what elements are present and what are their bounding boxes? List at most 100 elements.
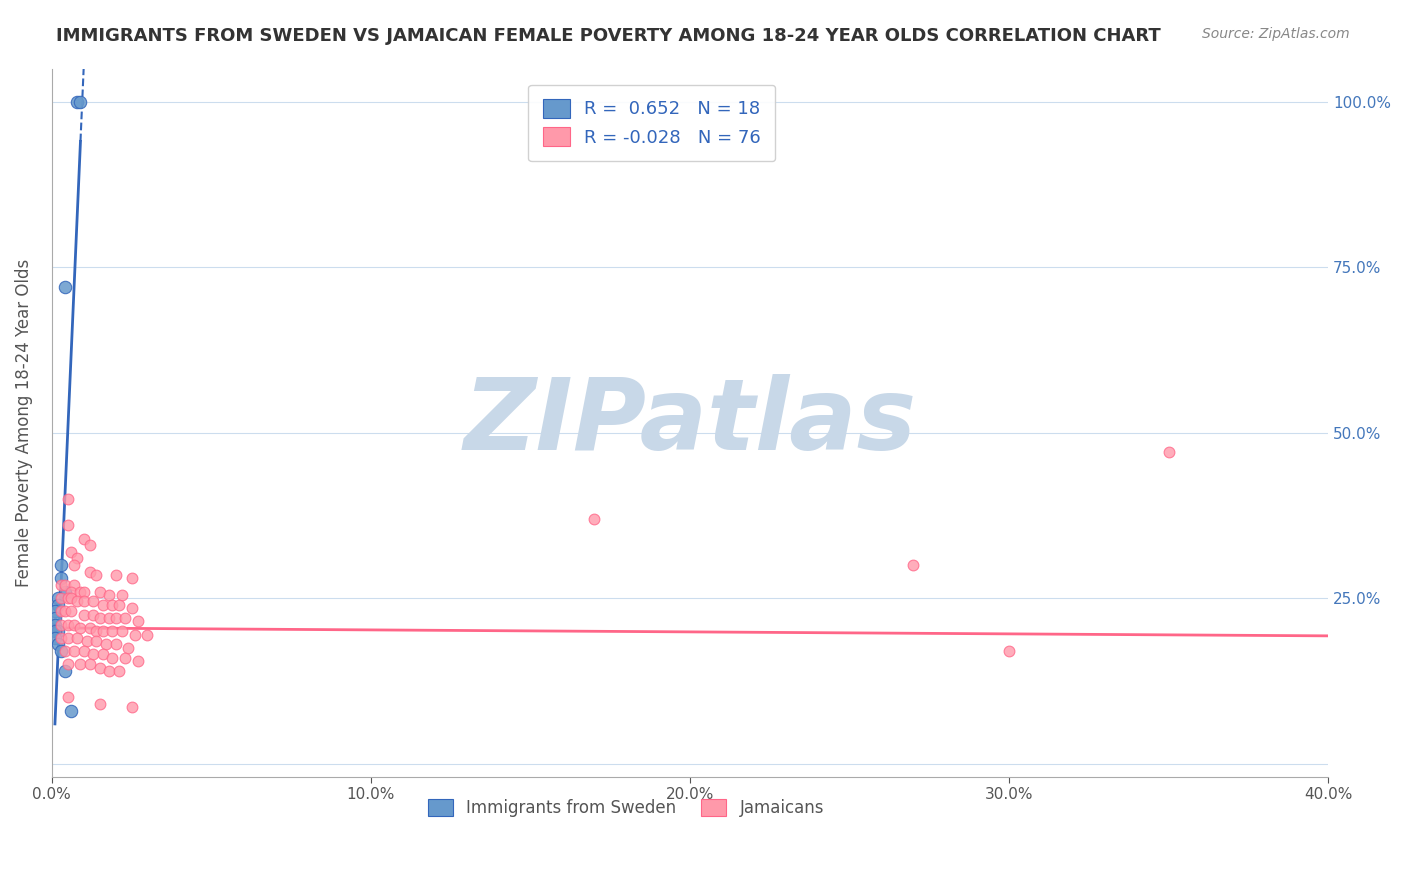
Point [69,95,91,109]
Point [56,518,79,533]
Point [53,584,76,599]
Point [51,578,73,592]
Point [59,604,82,618]
Point [91,624,114,639]
Point [101,598,124,612]
Point [46,637,69,651]
Point [73,594,96,608]
Point [73,532,96,546]
Point [86,634,108,648]
Point [46,598,69,612]
Point [1157,445,1180,459]
Point [51,558,73,572]
Point [46,624,69,639]
Y-axis label: Female Poverty Among 18-24 Year Olds: Female Poverty Among 18-24 Year Olds [15,259,32,587]
Point [111,624,134,639]
Point [136,627,159,641]
Point [51,644,73,658]
Point [51,617,73,632]
Point [114,650,136,665]
Text: IMMIGRANTS FROM SWEDEN VS JAMAICAN FEMALE POVERTY AMONG 18-24 YEAR OLDS CORRELAT: IMMIGRANTS FROM SWEDEN VS JAMAICAN FEMAL… [56,27,1161,45]
Point [98,588,121,602]
Point [121,601,143,615]
Point [104,637,127,651]
Point [63,644,86,658]
Point [66,594,89,608]
Point [91,598,114,612]
Point [56,690,79,705]
Point [69,584,91,599]
Point [44,611,66,625]
Point [73,584,96,599]
Point [91,648,114,662]
Point [124,627,146,641]
Point [53,578,76,592]
Point [59,591,82,606]
Point [104,568,127,582]
Point [46,591,69,606]
Point [69,621,91,635]
Point [51,571,73,585]
Point [127,615,149,629]
Point [89,697,111,711]
Point [56,491,79,506]
Text: Source: ZipAtlas.com: Source: ZipAtlas.com [1202,27,1350,41]
Point [44,624,66,639]
Point [104,611,127,625]
Point [89,584,111,599]
Point [121,571,143,585]
Point [114,611,136,625]
Point [63,578,86,592]
Point [44,631,66,645]
Point [89,611,111,625]
Point [94,637,117,651]
Point [121,700,143,714]
Point [127,654,149,668]
Point [111,588,134,602]
Point [56,617,79,632]
Point [101,624,124,639]
Point [79,657,101,672]
Point [44,604,66,618]
Point [86,624,108,639]
Point [82,648,104,662]
Point [53,664,76,678]
Point [53,280,76,294]
Point [79,565,101,579]
Point [89,660,111,674]
Point [117,640,139,655]
Point [44,617,66,632]
Point [63,558,86,572]
Point [56,631,79,645]
Point [101,650,124,665]
Point [56,591,79,606]
Point [73,607,96,622]
Point [51,604,73,618]
Point [82,607,104,622]
Point [903,558,925,572]
Point [82,594,104,608]
Point [53,644,76,658]
Point [66,631,89,645]
Point [53,604,76,618]
Point [69,657,91,672]
Point [66,95,89,109]
Text: ZIPatlas: ZIPatlas [464,374,917,471]
Point [66,551,89,566]
Point [59,584,82,599]
Point [51,631,73,645]
Point [63,617,86,632]
Point [98,664,121,678]
Point [51,591,73,606]
Point [79,621,101,635]
Point [76,634,98,648]
Point [583,511,606,525]
Point [86,568,108,582]
Point [59,545,82,559]
Point [107,664,129,678]
Point [98,611,121,625]
Point [73,644,96,658]
Point [56,657,79,672]
Point [79,538,101,552]
Point [107,598,129,612]
